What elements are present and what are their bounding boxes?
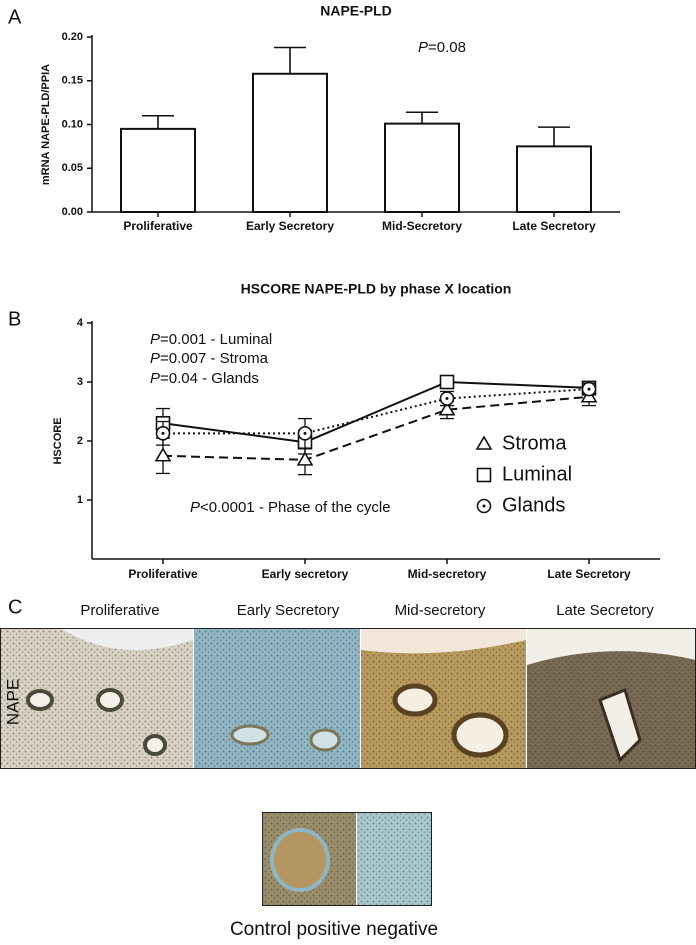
gland [96,688,124,712]
y-tick-label: 2 [77,435,83,447]
marker [154,447,172,462]
x-tick-label: Late Secretory [547,567,631,581]
y-tick-label: 3 [77,376,83,388]
gland [598,687,642,763]
y-tick-label: 0.15 [62,75,83,87]
marker-dot [587,387,591,391]
y-tick-label: 0.00 [62,206,83,218]
series: Luminal [155,374,597,485]
marker [476,467,492,483]
gland [143,734,167,756]
marker [438,401,456,416]
y-tick-label: 4 [77,317,84,329]
marker-dot [303,431,307,435]
annotation-p: P [418,39,428,56]
lumen [527,628,696,665]
micrograph-texture [357,812,432,906]
y-tick-label: 0.05 [62,162,83,174]
marker-dot [482,504,486,508]
lumen [361,628,526,654]
x-tick-label: Early Secretory [246,219,334,233]
annotation: P=0.04 - Glands [150,370,259,387]
image-label: Mid-secretory [395,602,486,619]
x-tick-label: Early secretory [262,567,349,581]
y-tick-label: 0.10 [62,118,83,130]
marker [475,435,493,450]
panel-letter: A [8,6,22,28]
legend-label: Stroma [502,432,567,454]
image-label: Proliferative [80,602,159,619]
micrographs [0,628,696,906]
annotation-p: P [150,350,160,367]
legend-label: Glands [502,494,565,516]
panel-letter: B [8,308,21,330]
annotation-text: =0.007 - Stroma [160,350,269,367]
marker [439,374,455,390]
gland [26,689,54,711]
image-label: Early Secretory [237,602,340,619]
y-axis-label: mRNA NAPE-PLD/PPIA [40,64,52,185]
chart-title: HSCORE NAPE-PLD by phase X location [241,281,512,297]
gland [309,728,341,752]
lumen [60,628,193,651]
bar [516,145,592,213]
series: Glands [155,381,597,516]
x-tick-label: Mid-Secretory [382,219,462,233]
panel-letter: C [8,596,22,618]
legend-label: Luminal [502,463,572,485]
y-tick-label: 1 [77,494,83,506]
row-label: NAPE [3,679,22,725]
x-tick-label: Proliferative [128,567,198,581]
marker-dot [445,397,449,401]
x-tick-label: Mid-secretory [408,567,487,581]
gland [451,712,509,758]
series: Stroma [154,387,598,476]
annotation: P=0.08 [418,39,466,56]
annotation-text: =0.08 [428,39,466,56]
annotation-text: <0.0001 - Phase of the cycle [200,499,391,516]
gland [392,683,438,717]
marker [296,451,314,466]
x-tick-label: Proliferative [123,219,193,233]
micrograph-border [262,812,432,906]
series-line [163,388,590,435]
annotation: P<0.0001 - Phase of the cycle [190,499,391,516]
bar [252,72,328,213]
chart-title: NAPE-PLD [320,3,392,19]
x-tick-label: Late Secretory [512,219,596,233]
image-label: Late Secretory [556,602,654,619]
annotation: P=0.001 - Luminal [150,331,272,348]
annotation: P=0.007 - Stroma [150,350,269,367]
control-label: Control positive negative [230,919,438,940]
bar [120,127,196,213]
annotation-text: =0.04 - Glands [160,370,259,387]
gland [270,828,330,892]
annotation-p: P [150,331,160,348]
gland [230,724,270,746]
y-axis-label: HSCORE [52,417,64,464]
annotation-p: P [150,370,160,387]
y-tick-label: 0.20 [62,31,83,43]
annotation-text: =0.001 - Luminal [160,331,272,348]
annotation-p: P [190,499,200,516]
marker-dot [161,431,165,435]
bar [384,122,460,213]
series-line [162,395,590,461]
